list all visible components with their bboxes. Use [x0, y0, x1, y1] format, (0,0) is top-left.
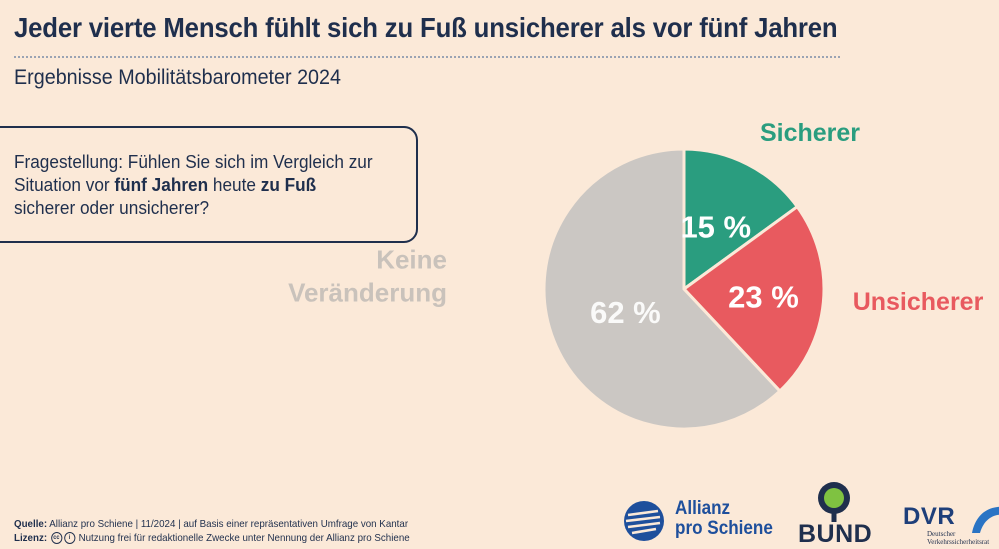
question-bold-2: zu Fuß: [260, 174, 317, 195]
value-label-unsicherer: 23 %: [728, 280, 799, 315]
license-text: Nutzung frei für redaktionelle Zwecke un…: [75, 531, 410, 544]
page-subtitle: Ergebnisse Mobilitätsbarometer 2024: [14, 66, 341, 89]
source-text: Allianz pro Schiene | 11/2024 | auf Basi…: [47, 518, 409, 530]
question-box: [0, 126, 418, 243]
question-part-3: sicherer oder unsicherer?: [14, 197, 210, 218]
license-line: Lizenz: cc i Nutzung frei für redaktionel…: [14, 532, 410, 546]
pie-slices: [542, 147, 826, 431]
license-label: Lizenz:: [14, 531, 48, 544]
question-part-2: heute: [208, 174, 261, 195]
dvr-logo-text: DVR: [903, 503, 956, 530]
footer: Quelle: Allianz pro Schiene | 11/2024 | …: [14, 518, 410, 545]
bund-logo: BUND: [796, 480, 876, 548]
allianz-globe-icon: [624, 501, 664, 541]
category-label-sicherer: Sicherer: [760, 119, 860, 147]
pie-slice-keine-veränderung: [542, 147, 782, 431]
dvr-swoosh-icon: [972, 506, 999, 533]
allianz-logo-text: Allianz pro Schiene: [675, 499, 773, 539]
dvr-sub-line-2: Verkehrssicherheitsrat: [927, 538, 990, 546]
dvr-sub-line-1: Deutscher: [927, 530, 956, 538]
pie-slice-sicherer: [682, 147, 800, 292]
cc-icon: cc: [50, 531, 62, 544]
allianz-pro-schiene-logo: Allianz pro Schiene: [620, 495, 780, 545]
title-divider: [14, 56, 840, 58]
pie-labels: 15 % Sicherer 23 % Unsicherer 62 % Keine Verän…: [288, 119, 984, 330]
pie-slice-unsicherer: [681, 204, 826, 394]
question-bold-1: fünf Jahren: [114, 174, 209, 195]
question-part-1: Fragestellung: Fühlen Sie sich im Vergle…: [14, 151, 373, 195]
by-icon: i: [63, 531, 75, 544]
allianz-line-1: Allianz: [675, 498, 731, 519]
category-label-keine-veränderung: Keine Veränderung: [288, 245, 447, 308]
source-line: Quelle: Allianz pro Schiene | 11/2024 | …: [14, 518, 410, 532]
value-label-sicherer: 15 %: [680, 210, 751, 245]
source-label: Quelle:: [14, 518, 48, 530]
bund-logo-text: BUND: [798, 520, 873, 548]
dvr-subtitle: Deutscher Verkehrssicherheitsrat: [927, 530, 989, 546]
bund-tree-icon: [818, 482, 850, 522]
allianz-line-2: pro Schiene: [675, 518, 773, 539]
dvr-logo: DVR Deutscher Verkehrssicherheitsrat: [900, 497, 999, 548]
page-title: Jeder vierte Mensch fühlt sich zu Fuß un…: [14, 12, 838, 43]
question-text: Fragestellung: Fühlen Sie sich im Vergle…: [14, 150, 381, 219]
value-label-keine-veränderung: 62 %: [590, 295, 661, 330]
category-label-unsicherer: Unsicherer: [853, 288, 984, 316]
